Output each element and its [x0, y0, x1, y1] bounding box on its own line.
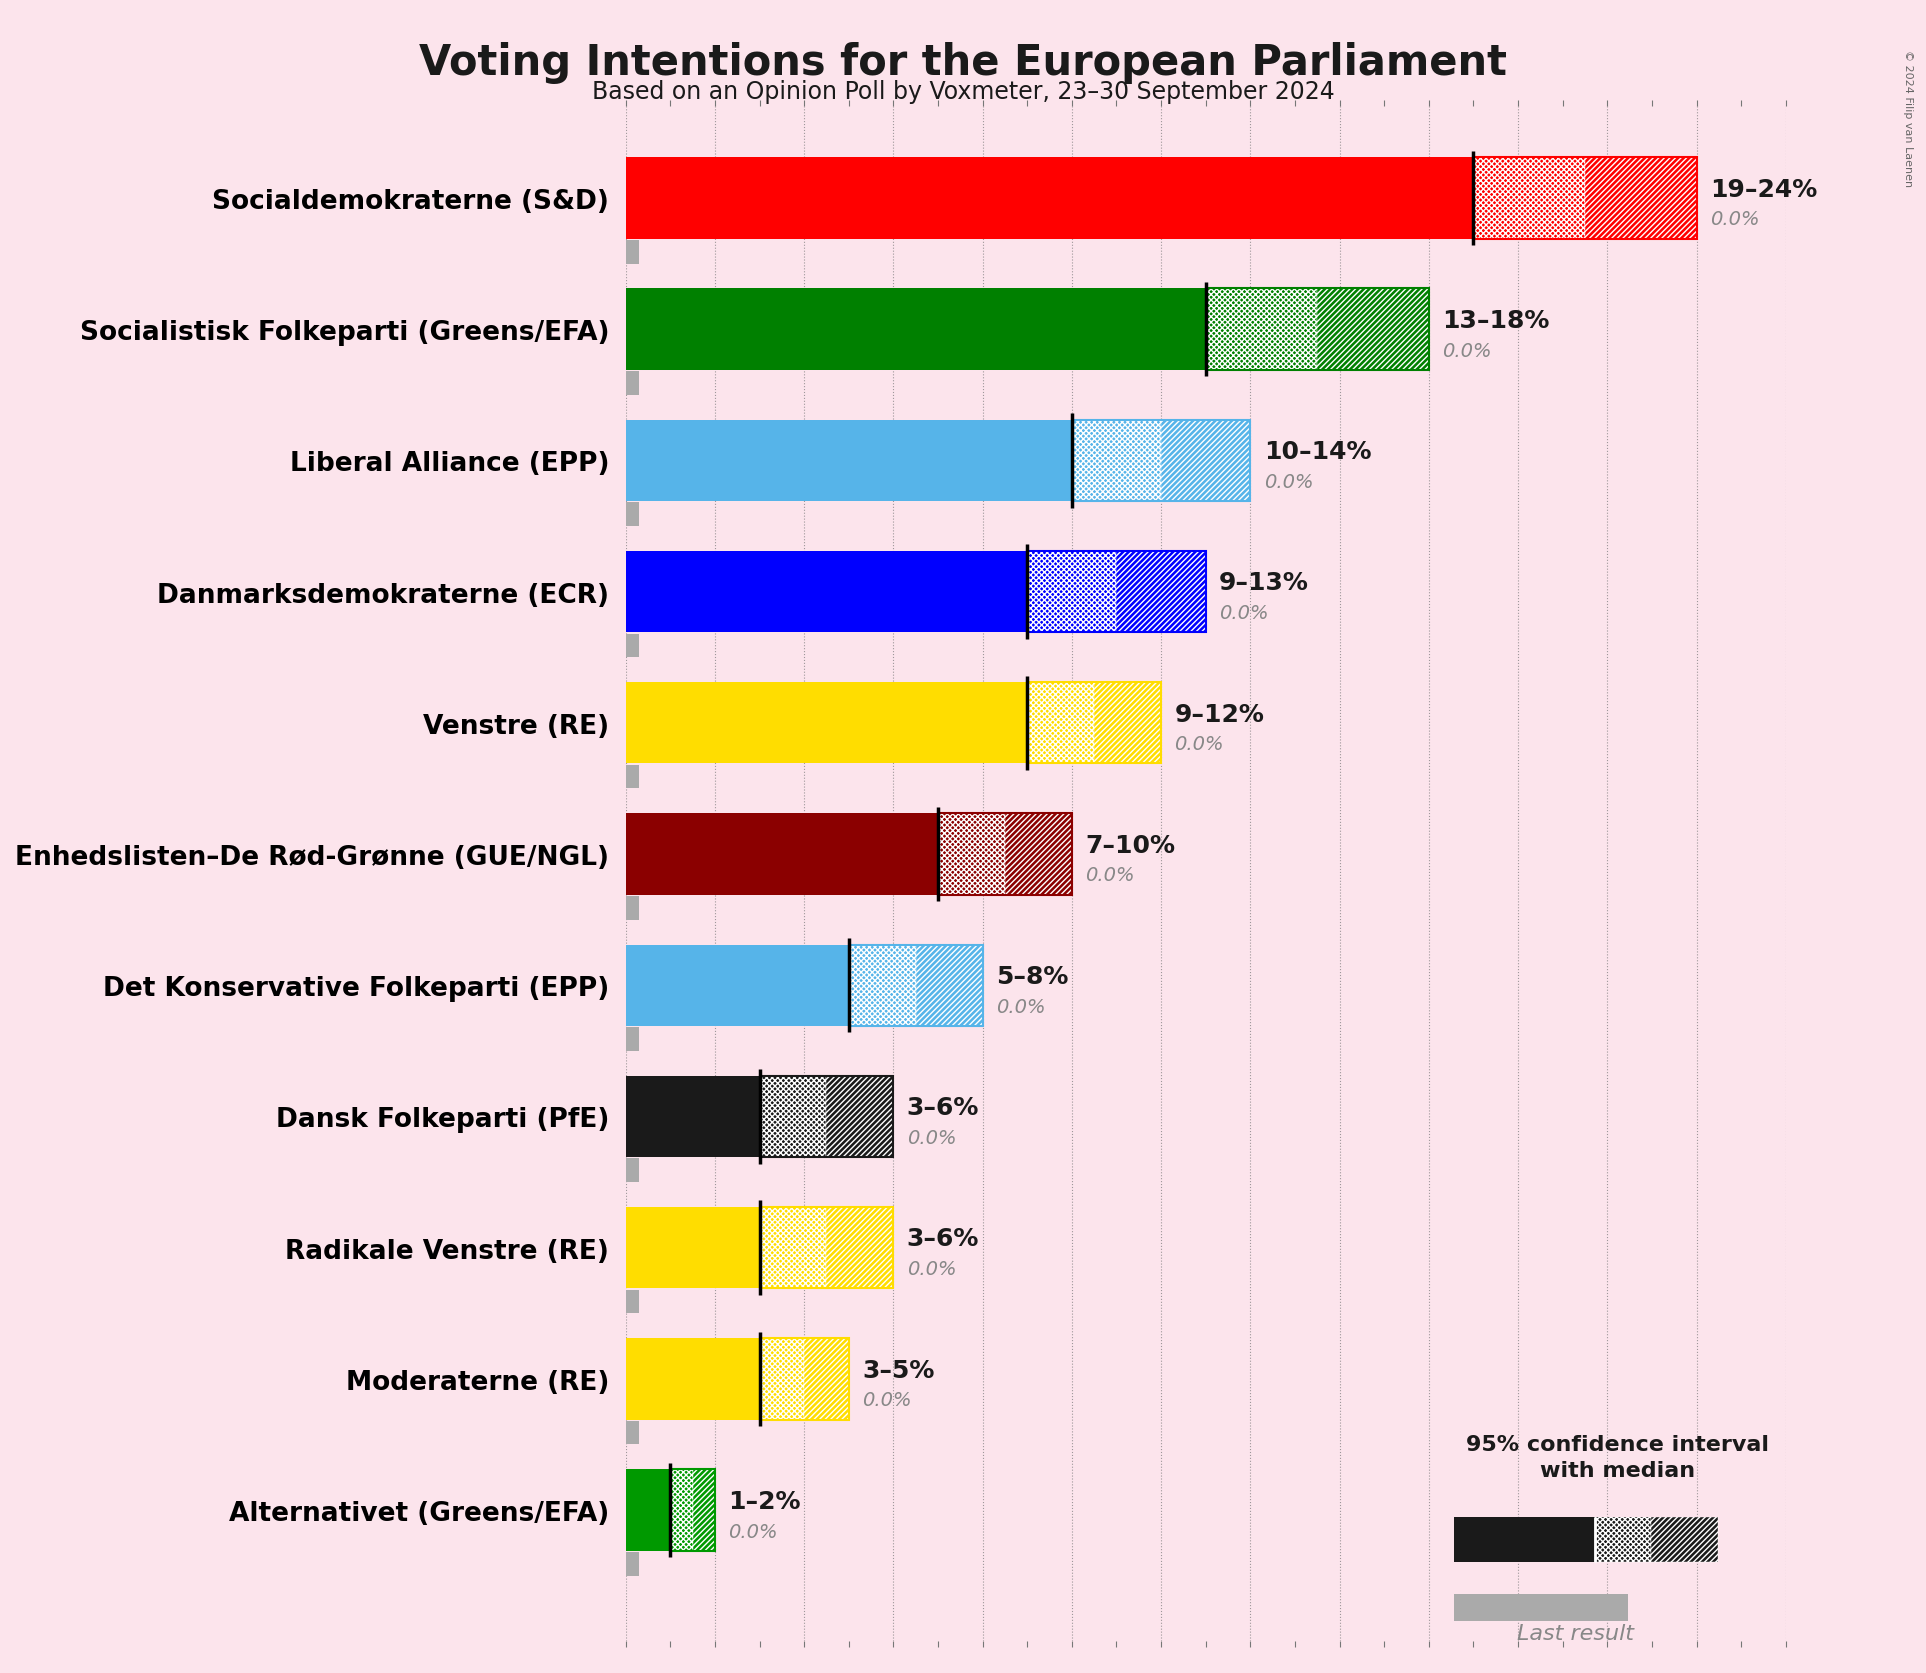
Bar: [626, 1027, 639, 1051]
Bar: [938, 813, 1005, 895]
Bar: [1027, 683, 1094, 765]
Bar: [1117, 552, 1206, 632]
Bar: [1206, 289, 1317, 371]
Text: 9–12%: 9–12%: [1175, 703, 1263, 726]
Text: 10–14%: 10–14%: [1263, 440, 1371, 463]
Bar: [1454, 1594, 1627, 1621]
Bar: [849, 945, 915, 1026]
Bar: [626, 1469, 670, 1551]
Bar: [826, 1076, 894, 1158]
Text: 19–24%: 19–24%: [1710, 177, 1818, 202]
Bar: [670, 1469, 693, 1551]
Bar: [805, 1338, 849, 1420]
Bar: [1585, 159, 1697, 239]
Bar: [1027, 552, 1117, 632]
Text: 0.0%: 0.0%: [728, 1522, 778, 1541]
Text: Last result: Last result: [1518, 1623, 1633, 1643]
Text: 95% confidence interval
with median: 95% confidence interval with median: [1466, 1434, 1770, 1481]
Bar: [826, 1208, 894, 1288]
Bar: [1317, 289, 1429, 371]
Bar: [626, 504, 639, 527]
Bar: [1206, 289, 1429, 371]
Text: 3–6%: 3–6%: [907, 1226, 978, 1251]
Text: 0.0%: 0.0%: [863, 1390, 911, 1409]
Text: 1–2%: 1–2%: [728, 1489, 801, 1512]
Bar: [626, 1076, 759, 1158]
Bar: [626, 241, 639, 264]
Bar: [626, 420, 1073, 502]
Text: 9–13%: 9–13%: [1219, 570, 1310, 596]
Text: 7–10%: 7–10%: [1084, 833, 1175, 857]
Bar: [1027, 552, 1206, 632]
Text: 3–5%: 3–5%: [863, 1358, 934, 1382]
Bar: [1651, 1517, 1718, 1563]
Text: 13–18%: 13–18%: [1443, 310, 1550, 333]
Bar: [626, 1553, 639, 1576]
Text: © 2024 Filip van Laenen: © 2024 Filip van Laenen: [1903, 50, 1913, 187]
Bar: [1454, 1517, 1595, 1563]
Bar: [1473, 159, 1585, 239]
Bar: [1073, 420, 1250, 502]
Bar: [1161, 420, 1250, 502]
Bar: [915, 945, 982, 1026]
Bar: [1073, 420, 1161, 502]
Bar: [626, 289, 1206, 371]
Bar: [759, 1076, 826, 1158]
Text: 5–8%: 5–8%: [996, 964, 1069, 989]
Bar: [626, 813, 938, 895]
Bar: [626, 945, 849, 1026]
Bar: [626, 1338, 759, 1420]
Bar: [759, 1338, 805, 1420]
Bar: [626, 1208, 759, 1288]
Text: 0.0%: 0.0%: [1263, 472, 1314, 492]
Text: 0.0%: 0.0%: [1710, 211, 1760, 229]
Bar: [626, 634, 639, 657]
Text: 0.0%: 0.0%: [907, 1260, 957, 1278]
Bar: [759, 1338, 849, 1420]
Bar: [626, 683, 1027, 765]
Bar: [938, 813, 1073, 895]
Bar: [1595, 1517, 1651, 1563]
Bar: [670, 1469, 715, 1551]
Bar: [626, 1159, 639, 1183]
Bar: [626, 1420, 639, 1444]
Bar: [1005, 813, 1073, 895]
Text: 0.0%: 0.0%: [1219, 604, 1269, 622]
Bar: [626, 897, 639, 920]
Text: 0.0%: 0.0%: [907, 1128, 957, 1148]
Text: 0.0%: 0.0%: [996, 997, 1046, 1016]
Bar: [849, 945, 982, 1026]
Text: 3–6%: 3–6%: [907, 1096, 978, 1119]
Text: Voting Intentions for the European Parliament: Voting Intentions for the European Parli…: [420, 42, 1506, 84]
Text: Based on an Opinion Poll by Voxmeter, 23–30 September 2024: Based on an Opinion Poll by Voxmeter, 23…: [591, 80, 1335, 104]
Bar: [626, 552, 1027, 632]
Bar: [626, 765, 639, 790]
Bar: [759, 1208, 894, 1288]
Bar: [1094, 683, 1161, 765]
Bar: [1027, 683, 1161, 765]
Bar: [626, 371, 639, 395]
Bar: [1473, 159, 1697, 239]
Text: 0.0%: 0.0%: [1443, 341, 1493, 360]
Bar: [759, 1076, 894, 1158]
Bar: [626, 1290, 639, 1313]
Text: 0.0%: 0.0%: [1175, 734, 1225, 755]
Bar: [693, 1469, 715, 1551]
Text: 0.0%: 0.0%: [1084, 867, 1134, 885]
Bar: [759, 1208, 826, 1288]
Bar: [626, 159, 1473, 239]
